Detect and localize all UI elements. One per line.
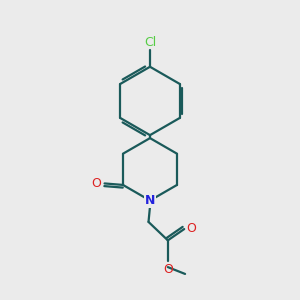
Text: O: O: [92, 177, 102, 190]
Text: O: O: [186, 222, 196, 235]
Text: N: N: [145, 194, 155, 207]
Text: O: O: [163, 263, 173, 276]
Text: Cl: Cl: [144, 36, 156, 49]
